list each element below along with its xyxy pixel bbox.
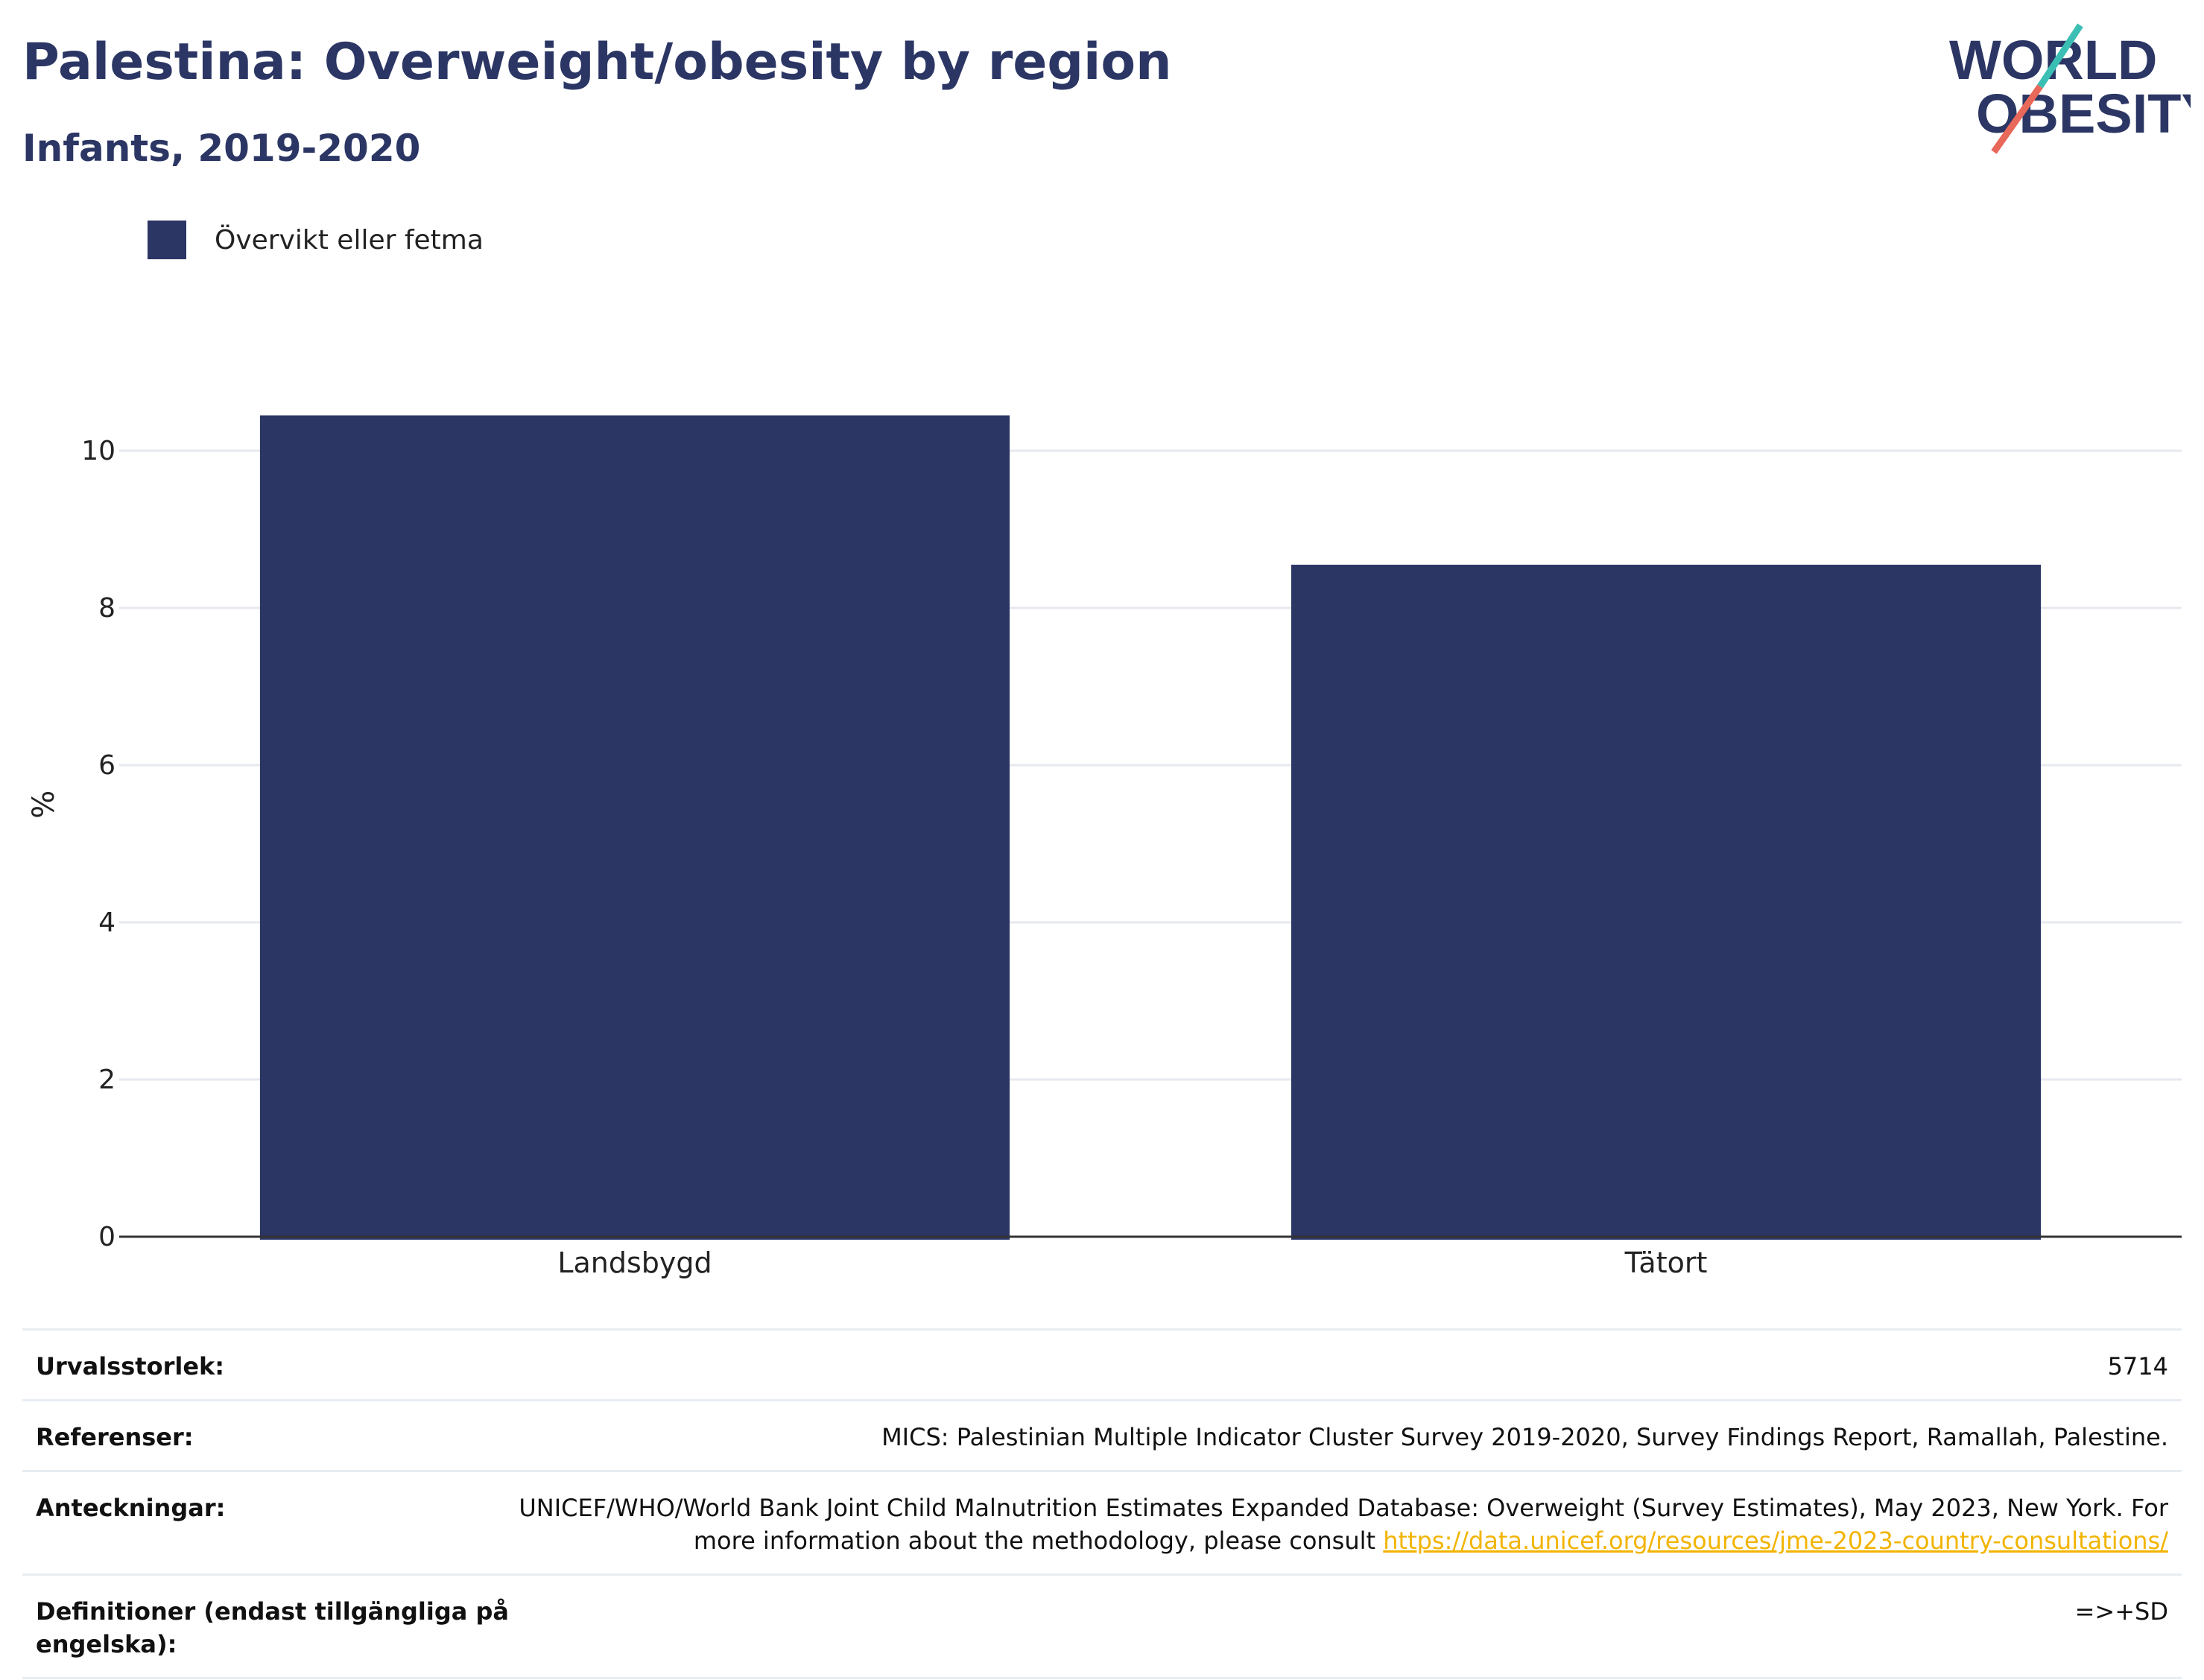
methodology-link[interactable]: https://data.unicef.org/resources/jme-20…	[1383, 1527, 2168, 1555]
bar	[1291, 564, 2042, 1240]
metadata-value: 5714	[2107, 1352, 2168, 1381]
y-tick-label: 6	[98, 750, 115, 781]
chart-title: Palestina: Overweight/obesity by region	[22, 33, 1172, 92]
metadata-row-notes: Anteckningar: UNICEF/WHO/World Bank Join…	[22, 1470, 2182, 1573]
x-tick-label: Tätort	[1624, 1246, 1708, 1279]
metadata-value: UNICEF/WHO/World Bank Joint Child Malnut…	[513, 1492, 2168, 1557]
bar	[259, 415, 1010, 1240]
legend-label: Övervikt eller fetma	[215, 224, 484, 256]
bar-chart: 0 2 4 6 8 10% Landsbygd Tätort	[27, 415, 2182, 1279]
chart-legend[interactable]: Övervikt eller fetma	[148, 221, 484, 259]
y-tick-label: 2	[98, 1065, 115, 1095]
world-obesity-logo: WORLD OBESITY	[1949, 23, 2191, 154]
metadata-value: MICS: Palestinian Multiple Indicator Clu…	[881, 1423, 2168, 1451]
y-axis-label: %	[27, 790, 61, 819]
logo-slash-teal	[2037, 23, 2083, 89]
metadata-row-definitions: Definitioner (endast tillgängliga på eng…	[22, 1573, 2182, 1679]
y-tick-label: 10	[81, 436, 115, 466]
y-tick-label: 0	[98, 1222, 115, 1252]
legend-swatch	[148, 221, 186, 259]
metadata-value: =>+SD	[2074, 1597, 2168, 1626]
metadata-key: Definitioner (endast tillgängliga på eng…	[36, 1597, 509, 1658]
logo-line-world: WORLD	[1949, 29, 2158, 91]
y-tick-label: 4	[98, 907, 115, 938]
logo-line-obesity: OBESITY	[1976, 83, 2191, 145]
metadata-key: Urvalsstorlek:	[36, 1352, 225, 1381]
metadata-row-sample-size: Urvalsstorlek: 5714	[22, 1328, 2182, 1399]
x-tick-label: Landsbygd	[557, 1246, 712, 1279]
y-tick-label: 8	[98, 593, 115, 624]
logo-slash-red	[1991, 84, 2043, 154]
metadata-table: Urvalsstorlek: 5714 Referenser: MICS: Pa…	[22, 1328, 2182, 1679]
metadata-row-references: Referenser: MICS: Palestinian Multiple I…	[22, 1399, 2182, 1470]
metadata-key: Referenser:	[36, 1423, 194, 1451]
metadata-key: Anteckningar:	[36, 1494, 226, 1522]
chart-subtitle: Infants, 2019-2020	[22, 127, 421, 170]
notes-text: UNICEF/WHO/World Bank Joint Child Malnut…	[519, 1494, 2168, 1555]
